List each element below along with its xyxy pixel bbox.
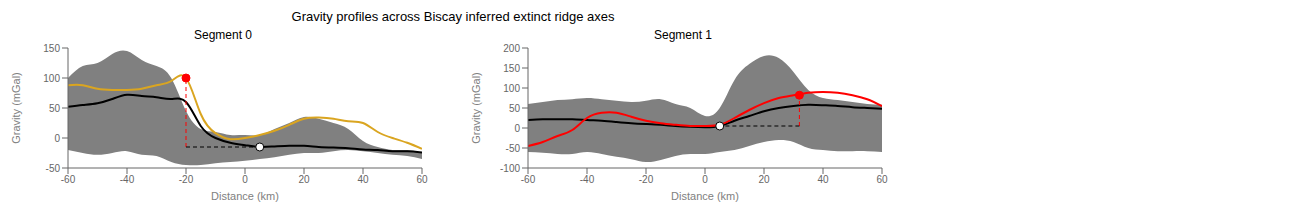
svg-text:20: 20 — [758, 174, 770, 185]
svg-text:-20: -20 — [179, 174, 194, 185]
svg-text:200: 200 — [503, 43, 520, 54]
svg-text:100: 100 — [43, 73, 60, 84]
svg-text:Distance (km): Distance (km) — [211, 190, 279, 202]
svg-text:-60: -60 — [61, 174, 76, 185]
svg-text:60: 60 — [416, 174, 428, 185]
svg-text:-100: -100 — [500, 163, 520, 174]
svg-text:-40: -40 — [120, 174, 135, 185]
svg-text:20: 20 — [298, 174, 310, 185]
svg-text:0: 0 — [514, 123, 520, 134]
svg-text:0: 0 — [242, 174, 248, 185]
html-text:Segment 0: Segment 0 — [194, 28, 252, 42]
svg-text:100: 100 — [503, 83, 520, 94]
html-text:Segment 1: Segment 1 — [654, 28, 712, 42]
svg-text:50: 50 — [509, 103, 521, 114]
svg-text:-50: -50 — [506, 143, 521, 154]
svg-text:Gravity (mGal): Gravity (mGal) — [470, 72, 482, 144]
svg-text:40: 40 — [357, 174, 369, 185]
svg-text:60: 60 — [876, 174, 888, 185]
svg-text:-60: -60 — [521, 174, 536, 185]
svg-text:50: 50 — [49, 103, 61, 114]
svg-text:-50: -50 — [46, 163, 61, 174]
svg-text:-20: -20 — [639, 174, 654, 185]
svg-text:0: 0 — [702, 174, 708, 185]
svg-text:150: 150 — [503, 63, 520, 74]
svg-text:150: 150 — [43, 43, 60, 54]
svg-text:Gravity (mGal): Gravity (mGal) — [10, 72, 22, 144]
svg-text:40: 40 — [817, 174, 829, 185]
svg-text:-40: -40 — [580, 174, 595, 185]
html-text:Gravity profiles across Biscay: Gravity profiles across Biscay inferred … — [291, 9, 615, 24]
svg-text:Distance (km): Distance (km) — [671, 190, 739, 202]
svg-text:0: 0 — [54, 133, 60, 144]
